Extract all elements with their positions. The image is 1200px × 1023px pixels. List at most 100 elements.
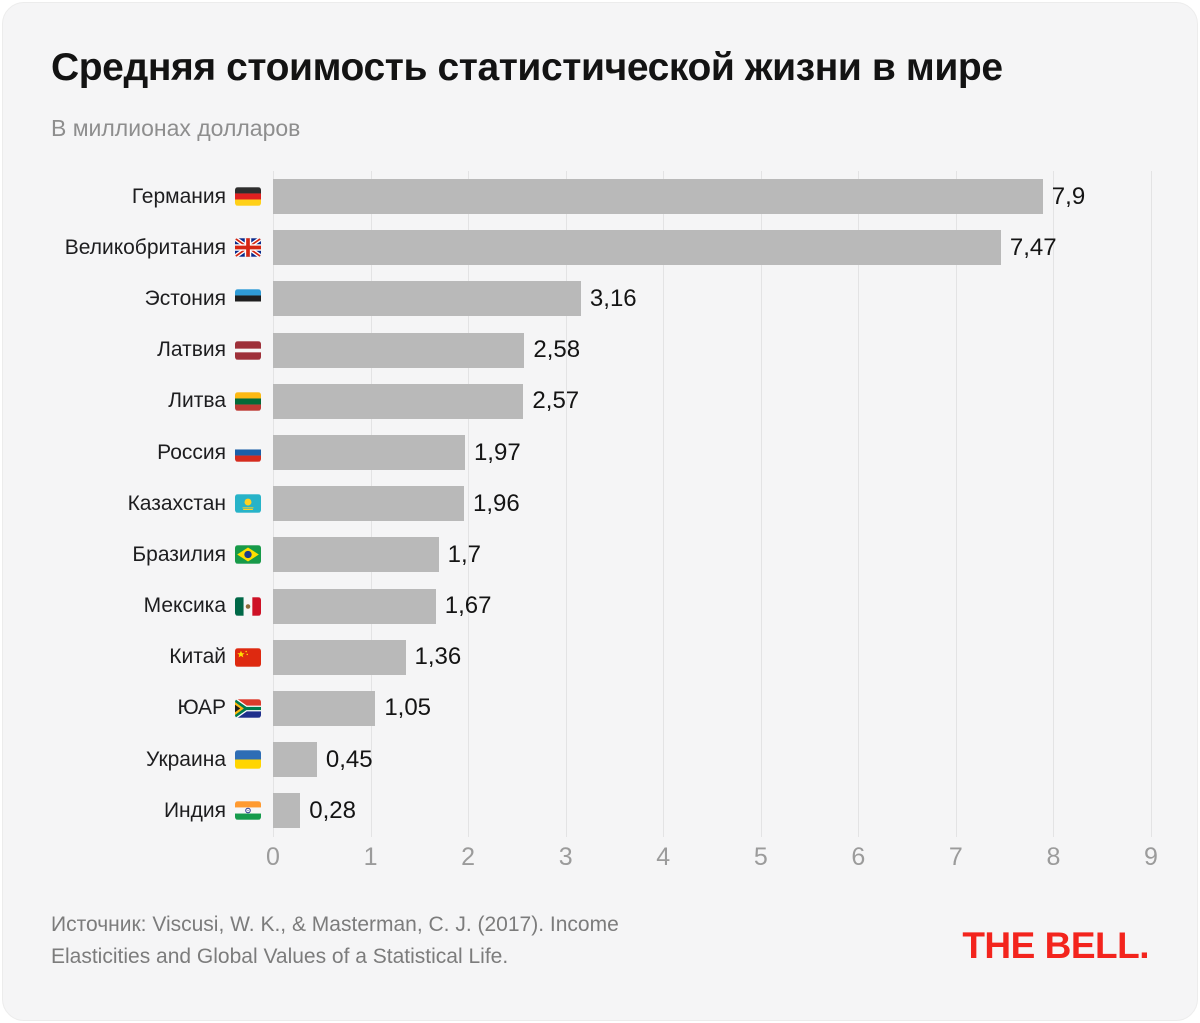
country-label: Германия	[131, 184, 226, 208]
flag-russia-icon	[235, 443, 261, 462]
country-label: Украина	[146, 747, 226, 771]
row-label-cell: Китай	[3, 645, 273, 669]
bar-value-label: 0,28	[309, 796, 356, 824]
bar	[273, 383, 524, 419]
bar	[273, 639, 406, 675]
bar	[273, 230, 1001, 266]
bar	[273, 793, 301, 829]
bar-value-label: 7,9	[1051, 182, 1086, 210]
gridline	[1151, 171, 1152, 837]
flag-china-icon	[235, 648, 261, 667]
gridline	[663, 171, 665, 837]
gridline	[760, 171, 762, 837]
x-axis-tick: 9	[1144, 843, 1158, 871]
flag-mexico-icon	[235, 596, 261, 616]
chart-row: Бразилия 1,7	[3, 529, 1199, 580]
bar-value-label: 0,45	[325, 745, 373, 773]
chart-row: Великобритания 7,47	[3, 222, 1199, 273]
source-text: Источник: Viscusi, W. K., & Masterman, C…	[51, 913, 619, 968]
bar-cell: 7,47	[273, 230, 1150, 266]
row-label-cell: Великобритания	[3, 236, 273, 260]
flag-brazil-icon	[235, 545, 261, 565]
row-label-cell: Латвия	[3, 338, 273, 362]
row-label-cell: Индия	[3, 799, 273, 823]
gridline	[955, 171, 957, 837]
country-label: Казахстан	[127, 491, 226, 515]
bar-cell: 1,7	[273, 537, 1150, 573]
flag-kazakhstan-icon	[235, 494, 261, 513]
row-label-cell: Германия	[3, 185, 273, 209]
x-axis: 0 1 2 3 4 5 6 7 8 9	[266, 842, 1158, 872]
bar-chart: Германия 7,9 Великобритания 7,47 Эстония 3,16…	[3, 171, 1199, 911]
chart-row: ЮАР 1,05	[3, 683, 1199, 734]
bar	[273, 332, 525, 368]
chart-row: Эстония 3,16	[3, 273, 1199, 324]
chart-row: Казахстан 1,96	[3, 478, 1199, 529]
flag-uk-icon	[235, 238, 261, 258]
gridline	[565, 171, 567, 837]
bar-cell: 0,28	[273, 793, 1150, 829]
x-axis-tick: 4	[656, 843, 671, 871]
country-label: Индия	[163, 798, 226, 822]
flag-lithuania-icon	[235, 392, 261, 411]
chart-subtitle: В миллионах долларов	[51, 115, 301, 141]
x-axis-tick: 3	[558, 843, 573, 871]
chart-row: Китай 1,36	[3, 632, 1199, 683]
bar-value-label: 1,05	[384, 694, 432, 722]
x-axis-tick: 7	[948, 843, 963, 871]
bar-value-label: 2,57	[532, 387, 580, 415]
flag-south-africa-icon	[235, 698, 261, 718]
bar	[273, 690, 376, 726]
bar-value-label: 2,58	[533, 336, 581, 364]
bar-cell: 1,96	[273, 486, 1150, 522]
x-axis-tick: 6	[851, 843, 866, 871]
x-axis-tick: 8	[1046, 843, 1061, 871]
bar-cell: 0,45	[273, 742, 1150, 778]
row-label-cell: Мексика	[3, 594, 273, 618]
row-label-cell: Литва	[3, 389, 273, 413]
x-axis-tick: 2	[461, 843, 476, 871]
bar	[273, 281, 581, 317]
chart-row: Германия 7,9	[3, 171, 1199, 222]
flag-latvia-icon	[235, 340, 261, 360]
bar	[273, 588, 436, 624]
country-label: Латвия	[157, 338, 226, 362]
chart-row: Мексика 1,67	[3, 581, 1199, 632]
bar-cell: 1,97	[273, 435, 1150, 471]
gridline	[1053, 171, 1055, 837]
bar-cell: 3,16	[273, 281, 1150, 317]
bar-cell: 1,67	[273, 588, 1150, 624]
country-label: Россия	[157, 440, 226, 464]
bar-value-label: 1,67	[444, 592, 492, 620]
chart-row: Индия 0,28	[3, 785, 1199, 836]
gridline	[468, 171, 470, 837]
bar-value-label: 7,47	[1009, 233, 1057, 261]
country-label: Мексика	[143, 594, 226, 618]
x-axis-tick: 0	[266, 843, 280, 871]
bar-value-label: 1,96	[472, 489, 520, 517]
x-axis-tick: 5	[753, 843, 768, 871]
row-label-cell: Казахстан	[3, 492, 273, 516]
flag-ukraine-icon	[235, 750, 261, 769]
bar	[273, 486, 464, 522]
bar	[273, 742, 317, 778]
chart-title: Средняя стоимость статистической жизни в…	[51, 46, 1003, 89]
row-label-cell: Эстония	[3, 287, 273, 311]
row-label-cell: Бразилия	[3, 543, 273, 567]
bar-cell: 2,58	[273, 332, 1150, 368]
row-label-cell: Украина	[3, 748, 273, 772]
bar-cell: 1,05	[273, 690, 1150, 726]
country-label: Эстония	[144, 286, 226, 310]
the-bell-logo: THE BELL.	[962, 925, 1149, 966]
country-label: Китай	[169, 645, 226, 669]
bar-cell: 7,9	[273, 179, 1150, 215]
chart-row: Россия 1,97	[3, 427, 1199, 478]
row-label-cell: ЮАР	[3, 696, 273, 720]
chart-row: Латвия 2,58	[3, 325, 1199, 376]
gridline	[858, 171, 860, 837]
country-label: Великобритания	[64, 235, 226, 259]
chart-row: Литва 2,57	[3, 376, 1199, 427]
flag-germany-icon	[235, 187, 261, 206]
bar-value-label: 1,7	[447, 540, 482, 568]
